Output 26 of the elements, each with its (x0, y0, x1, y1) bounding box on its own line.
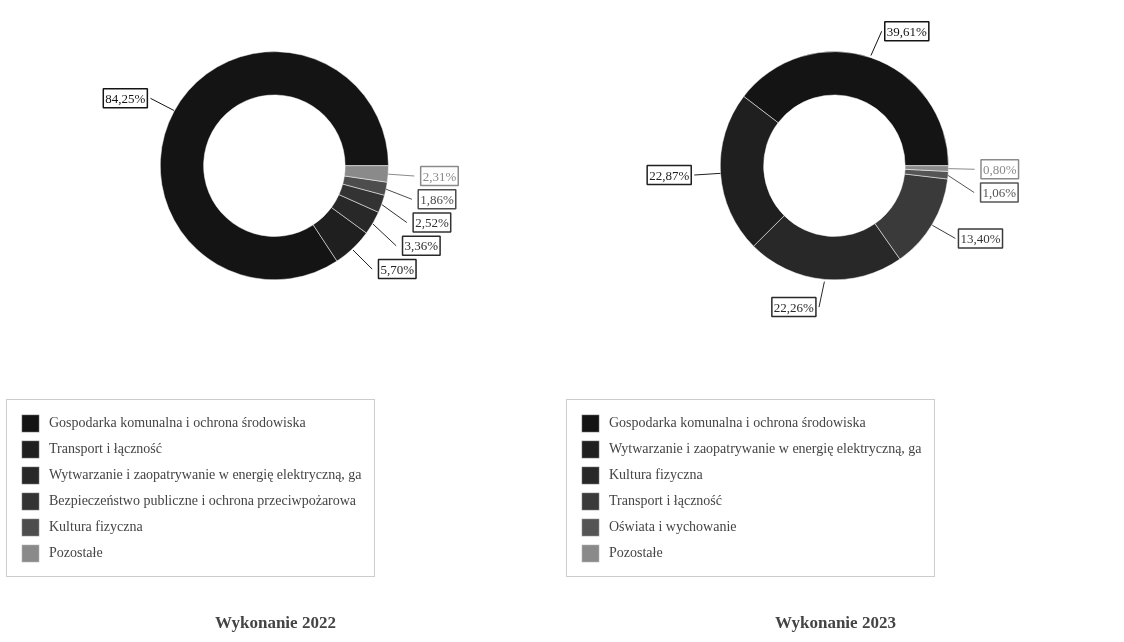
data-label: 2,31% (422, 168, 457, 184)
legend-label: Transport i łączność (49, 441, 163, 457)
legend-label: Wytwarzanie i zaopatrywanie w energię elektryczną, ga (609, 441, 922, 457)
text: Wykonanie 2023 (775, 612, 896, 632)
legend-label: Wytwarzanie i zaopatrywanie w energię elektryczną, ga (49, 467, 362, 483)
legend-label: Kultura fizyczna (49, 519, 143, 535)
data-label: 1,06% (982, 185, 1017, 201)
legend-label: Transport i łączność (609, 493, 723, 509)
data-label: 1,86% (420, 191, 454, 207)
data-label: 13,40% (960, 230, 1001, 246)
data-label: 2,52% (415, 215, 449, 231)
data-label: 3,36% (404, 238, 439, 254)
data-label: 5,70% (380, 261, 415, 277)
text: Wykonanie 2022 (215, 612, 336, 632)
legend-label: Gospodarka komunalna i ochrona środowiska (609, 415, 866, 431)
data-label: 22,87% (649, 167, 690, 183)
data-label: 39,61% (886, 23, 927, 39)
legend-label: Bezpieczeństwo publiczne i ochrona przeciwpożarowa (49, 493, 357, 509)
data-label: 22,26% (773, 299, 815, 315)
legend-label: Pozostałe (49, 545, 103, 561)
data-label: 84,25% (105, 90, 146, 106)
legend-label: Oświata i wychowanie (609, 519, 737, 535)
legend-label: Kultura fizyczna (609, 467, 703, 483)
data-label: 0,80% (982, 161, 1017, 177)
legend-label: Pozostałe (609, 545, 663, 561)
legend-label: Gospodarka komunalna i ochrona środowiska (49, 415, 306, 431)
